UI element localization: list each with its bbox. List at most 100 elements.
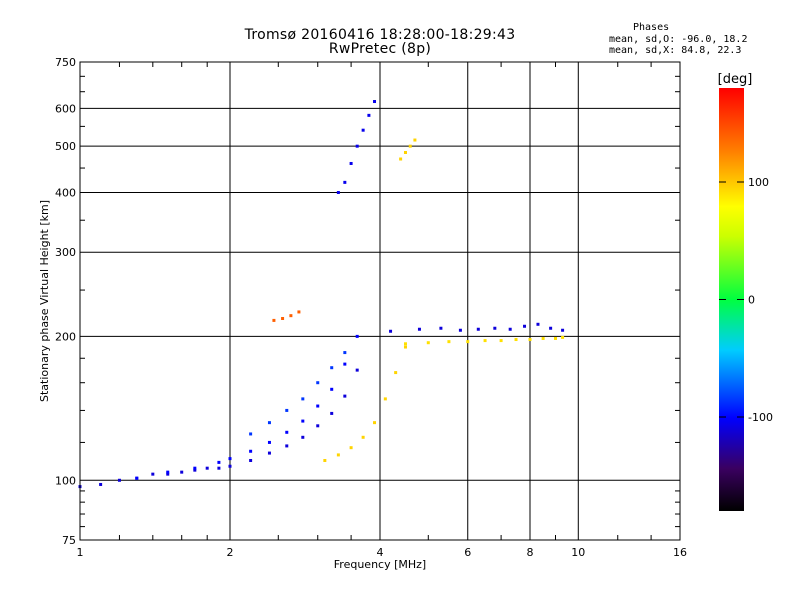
data-point bbox=[361, 435, 365, 439]
data-point bbox=[336, 453, 340, 457]
x-tick-label: 6 bbox=[464, 546, 471, 559]
y-tick-label: 400 bbox=[55, 186, 76, 199]
data-point bbox=[458, 328, 462, 332]
data-point bbox=[493, 326, 497, 330]
data-point bbox=[180, 470, 184, 474]
data-point bbox=[561, 328, 565, 332]
data-point bbox=[553, 336, 557, 340]
data-point bbox=[373, 100, 377, 104]
colorbar-label: [deg] bbox=[718, 72, 753, 87]
data-point bbox=[336, 190, 340, 194]
data-point bbox=[403, 150, 407, 154]
data-point bbox=[417, 327, 421, 331]
data-point bbox=[285, 408, 289, 412]
data-point bbox=[297, 310, 301, 314]
data-point bbox=[343, 394, 347, 398]
data-point bbox=[217, 466, 221, 470]
data-point bbox=[476, 327, 480, 331]
data-point bbox=[267, 440, 271, 444]
y-tick-label: 750 bbox=[55, 56, 76, 69]
data-point bbox=[135, 476, 139, 480]
data-point bbox=[403, 342, 407, 346]
y-tick-label: 600 bbox=[55, 102, 76, 115]
phases-x-line: mean, sd,X: 84.8, 22.3 bbox=[609, 45, 742, 56]
data-point bbox=[316, 381, 320, 385]
data-point bbox=[355, 334, 359, 338]
data-point bbox=[166, 472, 170, 476]
data-point bbox=[523, 324, 527, 328]
data-point bbox=[301, 419, 305, 423]
data-point bbox=[528, 338, 532, 342]
y-tick-label: 100 bbox=[55, 474, 76, 487]
data-point bbox=[301, 435, 305, 439]
data-point bbox=[316, 404, 320, 408]
data-point bbox=[561, 335, 565, 339]
y-tick-label: 500 bbox=[55, 140, 76, 153]
data-point bbox=[289, 314, 293, 318]
x-tick-label: 8 bbox=[527, 546, 534, 559]
data-point bbox=[508, 327, 512, 331]
data-point bbox=[343, 351, 347, 355]
y-axis-label: Stationary phase Virtual Height [km] bbox=[38, 200, 51, 402]
data-point bbox=[536, 322, 540, 326]
data-point bbox=[343, 362, 347, 366]
data-point bbox=[367, 113, 371, 117]
data-point bbox=[514, 338, 518, 342]
chart-title: Tromsø 20160416 18:28:00-18:29:43 bbox=[244, 27, 516, 43]
data-point bbox=[330, 411, 334, 415]
data-point bbox=[439, 326, 443, 330]
data-point bbox=[217, 460, 221, 464]
data-point bbox=[228, 464, 232, 468]
data-point bbox=[394, 371, 398, 375]
x-axis-label: Frequency [MHz] bbox=[334, 558, 426, 571]
data-point bbox=[301, 397, 305, 401]
x-tick-label: 1 bbox=[77, 546, 84, 559]
data-points bbox=[78, 100, 565, 489]
x-tick-label: 4 bbox=[377, 546, 384, 559]
x-tick-label: 2 bbox=[227, 546, 234, 559]
axis-ticks: 1 2 4 6 8 10 16 75 100 200 300 400 500 600 750 bbox=[55, 56, 687, 559]
data-point bbox=[355, 368, 359, 372]
data-point bbox=[408, 144, 412, 148]
y-tick-label: 200 bbox=[55, 330, 76, 343]
data-point bbox=[483, 339, 487, 343]
phases-o-line: mean, sd,O: -96.0, 18.2 bbox=[609, 34, 748, 45]
data-point bbox=[499, 339, 503, 343]
data-point bbox=[249, 432, 253, 436]
colorbar-tick-label: 100 bbox=[748, 176, 769, 189]
data-point bbox=[285, 444, 289, 448]
plot-frame bbox=[79, 61, 681, 541]
data-point bbox=[349, 446, 353, 450]
colorbar-tick-label: 0 bbox=[748, 294, 755, 307]
data-point bbox=[466, 340, 470, 344]
y-tick-label: 300 bbox=[55, 246, 76, 259]
data-point bbox=[249, 449, 253, 453]
data-point bbox=[249, 458, 253, 462]
data-point bbox=[355, 144, 359, 148]
phases-heading: Phases bbox=[633, 22, 670, 33]
data-point bbox=[541, 336, 545, 340]
data-point bbox=[330, 387, 334, 391]
data-point bbox=[349, 161, 353, 165]
data-point bbox=[373, 421, 377, 425]
colorbar-tick-label: -100 bbox=[748, 411, 773, 424]
data-point bbox=[383, 397, 387, 401]
data-point bbox=[267, 451, 271, 455]
data-point bbox=[205, 466, 209, 470]
y-tick-label: 75 bbox=[62, 534, 76, 547]
data-point bbox=[193, 466, 197, 470]
data-point bbox=[323, 458, 327, 462]
data-point bbox=[193, 468, 197, 472]
x-tick-label: 16 bbox=[673, 546, 687, 559]
data-point bbox=[389, 329, 393, 333]
data-point bbox=[413, 138, 417, 142]
data-point bbox=[447, 340, 451, 344]
data-point bbox=[403, 345, 407, 349]
data-point bbox=[151, 472, 155, 476]
grid-lines bbox=[80, 62, 680, 540]
data-point bbox=[426, 341, 430, 345]
data-point bbox=[166, 470, 170, 474]
data-point bbox=[361, 128, 365, 132]
data-point bbox=[117, 478, 121, 482]
